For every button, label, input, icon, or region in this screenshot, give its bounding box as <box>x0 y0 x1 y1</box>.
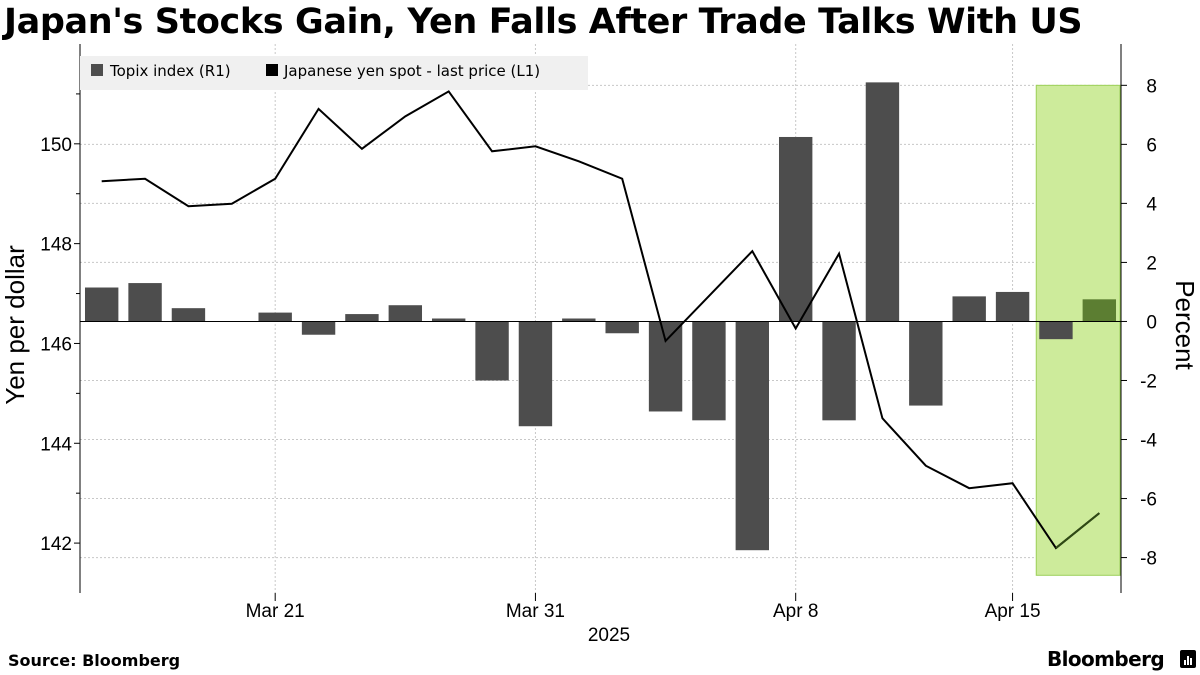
topix-bar-apr-17 <box>1082 299 1117 322</box>
right-tick-label: -4 <box>1140 431 1157 452</box>
left-axis-title: Yen per dollar <box>0 245 30 405</box>
topix-bar-apr-7 <box>735 321 770 551</box>
topix-bar-mar-25 <box>345 314 379 322</box>
right-tick-label: 2 <box>1146 253 1157 274</box>
yen-series-line <box>101 90 1100 550</box>
yen-series-highlight <box>1055 512 1100 549</box>
topix-bar-mar-24 <box>301 321 336 335</box>
right-tick-label: 8 <box>1146 76 1157 97</box>
x-tick-label: Mar 31 <box>506 601 565 622</box>
right-axis-title: Percent <box>1170 280 1200 370</box>
legend-label-topix: Topix index (R1) <box>109 62 231 80</box>
yen-line-layer <box>101 90 1100 550</box>
topix-bar-apr-11 <box>909 321 943 406</box>
right-tick-label: 0 <box>1146 312 1157 333</box>
right-tick-label: 4 <box>1146 194 1157 215</box>
left-tick-label: 144 <box>40 434 72 455</box>
left-tick-label: 150 <box>40 135 72 156</box>
legend: Topix index (R1) Japanese yen spot - las… <box>80 56 588 90</box>
topix-bar-apr-15 <box>995 291 1030 322</box>
right-tick-label: 6 <box>1146 135 1157 156</box>
left-tick-label: 148 <box>40 235 72 256</box>
topix-bar-mar-26 <box>388 305 423 322</box>
x-tick-label: Apr 15 <box>985 601 1041 622</box>
topix-bar-apr-14 <box>952 296 986 322</box>
axes: Mar 21 Mar 31 Apr 8 Apr 15 142 144 146 148 150 -8… <box>40 44 1157 622</box>
topix-bars <box>84 82 1117 551</box>
legend-swatch-topix <box>91 64 103 76</box>
bloomberg-bar-icon <box>1180 650 1196 668</box>
topix-bar-mar-27 <box>431 318 466 322</box>
topix-bar-apr-1 <box>562 318 596 322</box>
right-tick-label: -8 <box>1140 549 1157 570</box>
topix-bar-apr-8 <box>778 136 813 322</box>
legend-swatch-yen <box>266 64 278 76</box>
topix-bar-mar-21 <box>258 312 292 322</box>
right-tick-label: -2 <box>1140 371 1157 392</box>
topix-bar-apr-2 <box>605 321 639 334</box>
bloomberg-logo: Bloomberg <box>1047 647 1165 671</box>
topix-bar-mar-28 <box>475 321 509 381</box>
right-tick-label: -6 <box>1140 490 1157 511</box>
left-tick-label: 146 <box>40 334 72 355</box>
topix-bar-apr-10 <box>865 82 900 322</box>
topix-bar-mar-19 <box>171 308 206 322</box>
x-axis-year: 2025 <box>588 625 630 646</box>
topix-bar-mar-31 <box>518 321 553 427</box>
source-note: Source: Bloomberg <box>8 651 181 670</box>
topix-bar-apr-4 <box>692 321 726 421</box>
topix-bar-apr-3 <box>648 321 683 412</box>
chart-title: Japan's Stocks Gain, Yen Falls After Tra… <box>4 2 1083 42</box>
legend-background <box>80 56 588 90</box>
topix-bar-apr-9 <box>822 321 856 421</box>
x-tick-label: Apr 8 <box>773 601 818 622</box>
topix-bar-apr-16 <box>1039 321 1073 340</box>
left-tick-label: 142 <box>40 534 72 555</box>
legend-label-yen: Japanese yen spot - last price (L1) <box>283 62 540 80</box>
x-tick-label: Mar 21 <box>246 601 305 622</box>
topix-bar-mar-17 <box>84 287 119 322</box>
topix-bar-mar-18 <box>128 283 162 322</box>
